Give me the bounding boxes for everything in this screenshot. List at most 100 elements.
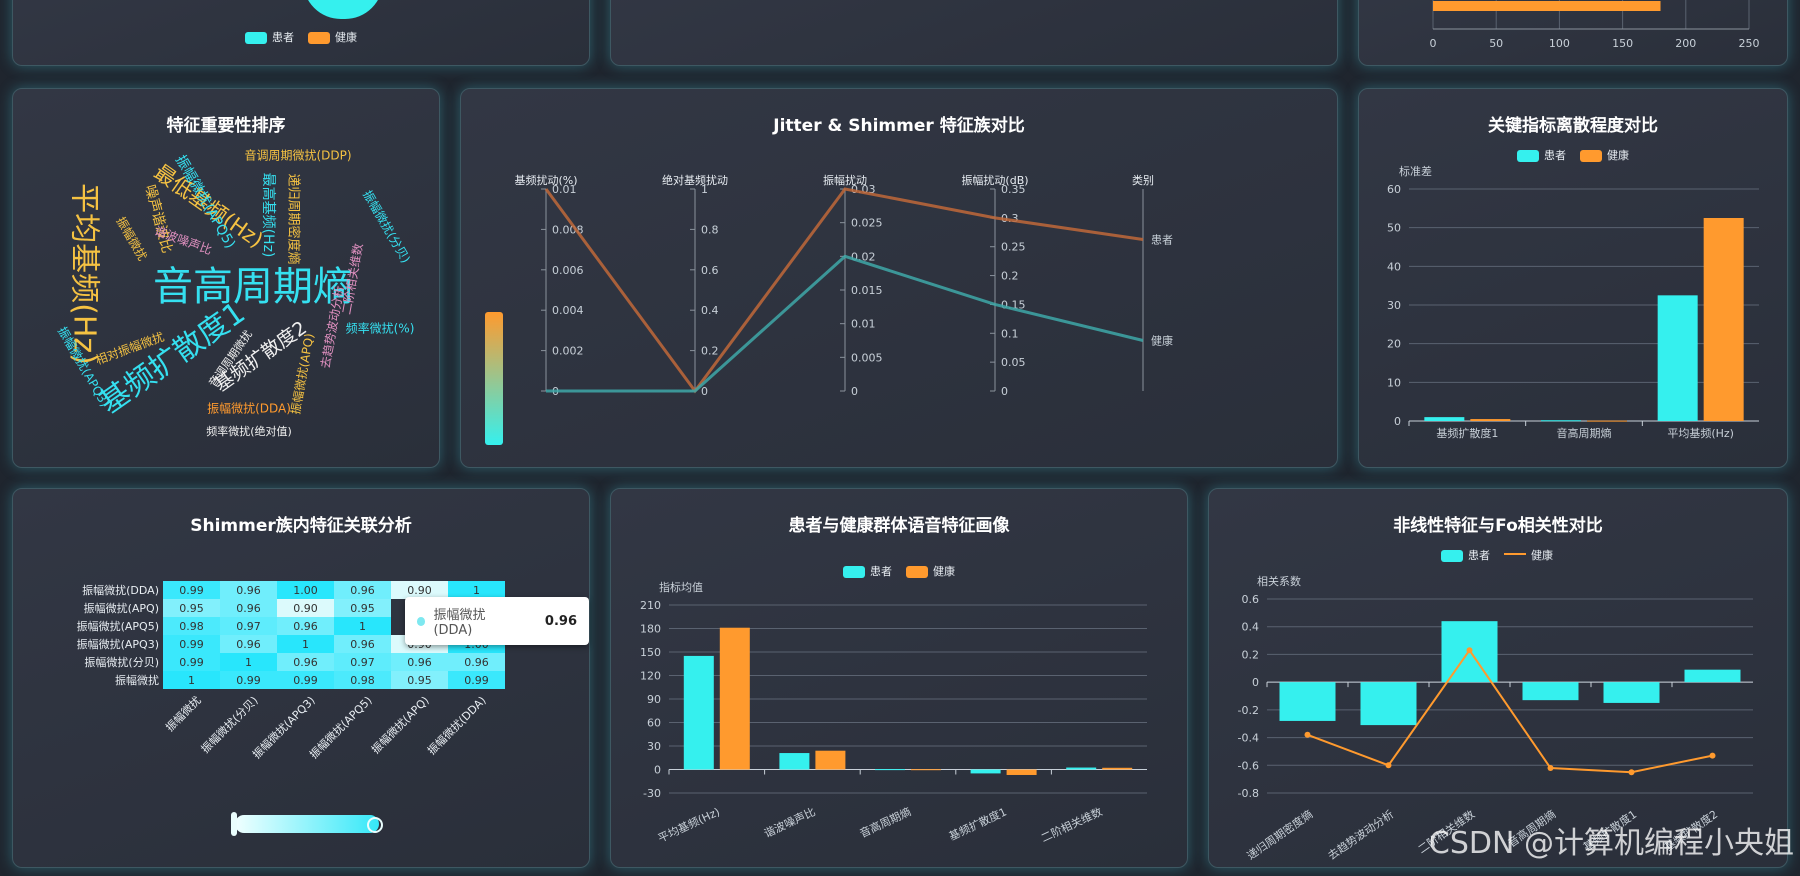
axis-name: 基频扰动(%)	[514, 173, 577, 187]
wordcloud-title: 特征重要性排序	[166, 116, 286, 136]
tick-label: 0.1	[1001, 327, 1019, 340]
legend-healthy-label: 健康	[933, 565, 955, 578]
y-tick-label: 210	[640, 599, 661, 612]
y-tick-label: 30	[647, 740, 661, 753]
profile-panel: 患者与健康群体语音特征画像 患者 健康 -30 0 30 60 90 120 150 180 2…	[610, 488, 1188, 868]
tick-label: 0.005	[851, 351, 883, 364]
slider-handle-right[interactable]	[367, 817, 383, 833]
x-tick-label: 二阶相关维数	[1039, 804, 1105, 845]
heat-cell	[220, 617, 277, 635]
x-tick-label: 振幅微扰	[163, 693, 204, 734]
legend-patient[interactable]: 患者	[245, 29, 294, 45]
nonlinear-legend: 患者 健康	[1441, 547, 1553, 563]
bar	[911, 769, 941, 771]
bar	[1433, 1, 1661, 11]
tick-label: 0.2	[1001, 270, 1019, 283]
visualmap-slider[interactable]	[231, 812, 383, 836]
cell-label: 0.97	[350, 656, 375, 669]
x-tick-label: 递归周期密度熵	[1244, 807, 1315, 863]
word: 音调周期微扰(DDP)	[244, 148, 351, 163]
heat-cell	[163, 599, 220, 617]
y-tick-label: 0	[654, 764, 661, 777]
bar	[1522, 682, 1579, 701]
cell-label: 0.96	[236, 602, 261, 615]
bar	[719, 627, 750, 770]
cell-label: 0.96	[407, 656, 432, 669]
tooltip-dot	[417, 616, 426, 626]
heat-cell	[277, 653, 334, 671]
legend-healthy[interactable]: 健康	[308, 29, 357, 45]
heat-cell	[334, 599, 391, 617]
legend-healthy[interactable]: 健康	[1504, 547, 1553, 563]
parallel-title: Jitter & Shimmer 特征族对比	[773, 116, 1025, 136]
cell-label: 0.96	[293, 620, 318, 633]
x-tick-label: 0	[1430, 37, 1437, 50]
tick-label: 0.004	[552, 304, 584, 317]
heat-cell	[163, 653, 220, 671]
cell-label: 0.95	[179, 602, 204, 615]
slider-handle-left[interactable]	[231, 812, 237, 836]
word: 振幅微扰	[113, 214, 150, 263]
x-tick-label: 平均基频(Hz)	[656, 804, 722, 845]
dispersion-panel: 关键指标离散程度对比 患者 健康 0 10 20 30 40 50 60 标准差 基频扩散度1 音…	[1358, 88, 1788, 468]
series-line	[546, 254, 1144, 393]
word: 最高基频(Hz)	[260, 173, 277, 258]
heat-cell	[163, 617, 220, 635]
legend-healthy[interactable]: 健康	[906, 563, 955, 579]
heat-cell	[220, 635, 277, 653]
legend-patient[interactable]: 患者	[1441, 547, 1490, 563]
y-tick-label: -0.4	[1238, 732, 1259, 745]
category-label: 患者	[1151, 234, 1173, 247]
bar	[1424, 417, 1465, 421]
nonlinear-panel: 非线性特征与Fo相关性对比 患者 健康 -0.8 -0.6 -0.4 -0.2 0 0.2…	[1208, 488, 1788, 868]
dispersion-title: 关键指标离散程度对比	[1488, 116, 1658, 136]
cell-label: 1	[359, 620, 366, 633]
tooltip-value: 0.96	[544, 613, 577, 629]
y-tick-label: 0	[1252, 676, 1259, 689]
x-tick-label: 250	[1739, 37, 1760, 50]
x-tick-label: 音高周期熵	[857, 804, 913, 840]
legend-patient[interactable]: 患者	[843, 563, 892, 579]
bar	[875, 769, 905, 771]
top-center-panel	[610, 0, 1338, 66]
heat-cell	[277, 635, 334, 653]
legend-healthy[interactable]: 健康	[1580, 147, 1629, 163]
cell-label: 1	[188, 674, 195, 687]
cell-label: 0.99	[179, 656, 204, 669]
y-tick-label: 120	[640, 670, 661, 683]
cell-label: 0.96	[350, 638, 375, 651]
tick-label: 0.015	[851, 284, 883, 297]
x-tick-label: 基频扩散度1	[947, 804, 1009, 843]
y-tick-label: 20	[1387, 338, 1401, 351]
legend-patient[interactable]: 患者	[1517, 147, 1566, 163]
x-tick-label: 去趋势波动分析	[1325, 807, 1396, 863]
category-label: 健康	[1151, 334, 1173, 348]
y-tick-label: 0.2	[1242, 648, 1260, 661]
heat-cell	[220, 671, 277, 689]
heat-cell	[277, 617, 334, 635]
y-tick-label: -0.6	[1238, 759, 1259, 772]
top-left-panel: 患者 健康	[12, 0, 590, 66]
axis-name: 绝对基频扰动	[662, 173, 728, 187]
y-tick-label: 0	[1394, 415, 1401, 428]
tick-label: 0.025	[851, 217, 883, 230]
word: 频率微扰(绝对值)	[206, 424, 292, 438]
axis-name: 类别	[1132, 173, 1154, 187]
y-axis-name: 相关系数	[1257, 574, 1301, 588]
x-tick-label: 200	[1675, 37, 1696, 50]
heat-cell	[334, 617, 391, 635]
cell-label: 0.95	[350, 602, 375, 615]
x-tick-label: 振幅微扰(DDA)	[424, 693, 488, 757]
tick-label: 0.01	[552, 183, 577, 196]
tick-label: 0.002	[552, 345, 584, 358]
cell-label: 0.95	[407, 674, 432, 687]
tick-label: 0.2	[701, 345, 719, 358]
bar	[1279, 682, 1336, 721]
watermark: CSDN @计算机编程小央姐	[1428, 826, 1794, 861]
x-tick-label: 振幅微扰(APQ)	[368, 693, 431, 756]
y-axis-name: 标准差	[1399, 164, 1432, 178]
legend-healthy-label: 健康	[1607, 149, 1629, 162]
